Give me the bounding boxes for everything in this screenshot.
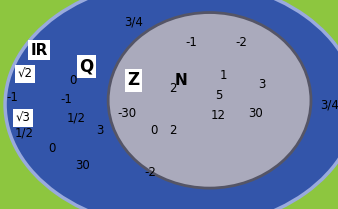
Text: -2: -2 <box>236 36 248 49</box>
Text: 5: 5 <box>215 89 223 102</box>
Text: N: N <box>174 73 187 88</box>
Text: 1: 1 <box>219 69 227 82</box>
Text: -1: -1 <box>60 93 72 106</box>
Text: 3: 3 <box>96 124 103 137</box>
Text: 1/2: 1/2 <box>15 126 34 139</box>
Text: -1: -1 <box>6 91 19 104</box>
Text: Z: Z <box>127 71 140 89</box>
Text: Q: Q <box>79 58 93 76</box>
Text: √2: √2 <box>18 68 33 81</box>
Text: √3: √3 <box>16 112 30 125</box>
Ellipse shape <box>5 0 338 209</box>
Text: -1: -1 <box>185 36 197 49</box>
Text: 30: 30 <box>248 107 263 120</box>
Text: 0: 0 <box>69 74 76 87</box>
Text: 3/4: 3/4 <box>320 98 338 111</box>
Ellipse shape <box>108 13 311 188</box>
Text: 0: 0 <box>49 142 56 155</box>
Text: 3: 3 <box>258 78 266 91</box>
Text: -30: -30 <box>117 107 136 120</box>
Text: 12: 12 <box>211 109 225 122</box>
Text: 2: 2 <box>169 124 176 137</box>
Text: 2: 2 <box>130 82 137 95</box>
Text: 3/4: 3/4 <box>124 15 143 28</box>
Text: 0: 0 <box>150 124 158 137</box>
Text: -2: -2 <box>144 166 156 179</box>
Text: 30: 30 <box>75 159 90 172</box>
Text: 1/2: 1/2 <box>67 112 86 125</box>
Text: IR: IR <box>30 43 48 58</box>
Text: 2: 2 <box>169 82 176 95</box>
